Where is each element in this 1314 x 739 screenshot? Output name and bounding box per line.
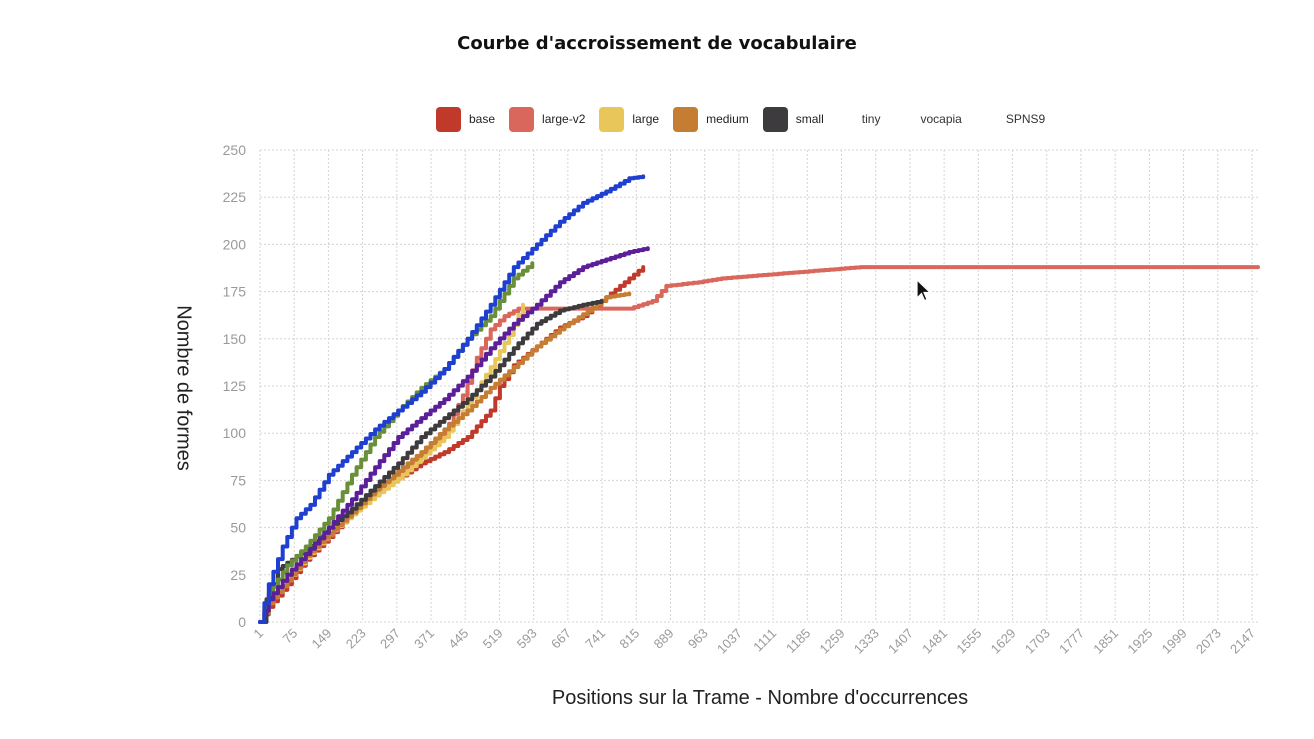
x-tick-label: 1999 <box>1159 626 1190 657</box>
legend-item-tiny[interactable]: tiny <box>862 112 881 126</box>
x-tick-label: 1407 <box>885 626 916 657</box>
x-tick-label: 1259 <box>817 626 848 657</box>
x-tick-label: 1555 <box>953 626 984 657</box>
x-tick-label: 1851 <box>1090 626 1121 657</box>
legend-label: tiny <box>861 112 881 126</box>
series-line-large-v2 <box>258 265 1260 624</box>
series-line-vocapia <box>258 246 650 624</box>
x-tick-label: 963 <box>685 626 711 652</box>
legend-label: base <box>469 112 496 126</box>
legend-swatch <box>436 106 461 132</box>
x-tick-label: 223 <box>343 626 369 652</box>
legend-item-base[interactable]: base <box>436 106 496 132</box>
x-axis-label: Positions sur la Trame - Nombre d'occurr… <box>551 687 969 709</box>
chart-title: Courbe d'accroissement de vocabulaire <box>457 33 857 54</box>
x-tick-label: 519 <box>480 626 506 652</box>
y-tick-label: 25 <box>230 567 246 583</box>
legend-label: SPNS9 <box>1005 112 1046 126</box>
y-axis-label: Nombre de formes <box>172 305 195 471</box>
y-tick-label: 100 <box>223 425 247 441</box>
series-line-base <box>258 265 646 624</box>
legend-label: small <box>795 112 824 126</box>
x-tick-label: 593 <box>514 626 540 652</box>
y-tick-label: 175 <box>223 284 247 300</box>
x-tick-label: 1037 <box>714 626 745 657</box>
legend-label: medium <box>706 112 749 126</box>
y-tick-label: 50 <box>230 520 246 536</box>
x-tick-label: 1111 <box>750 626 779 655</box>
mouse-cursor-icon <box>916 279 932 302</box>
x-tick-label: 1629 <box>988 626 1019 657</box>
y-tick-label: 150 <box>223 331 247 347</box>
x-tick-label: 1333 <box>851 626 882 657</box>
x-tick-label: 149 <box>309 626 335 652</box>
legend-swatch <box>509 106 535 132</box>
legend-item-large-v2[interactable]: large-v2 <box>509 106 586 132</box>
x-tick-label: 741 <box>582 626 608 652</box>
x-tick-label: 815 <box>616 626 642 652</box>
x-tick-label: 371 <box>411 626 437 652</box>
y-tick-label: 250 <box>223 142 247 158</box>
x-tick-label: 1185 <box>783 626 813 656</box>
series-line-medium <box>258 291 632 624</box>
series-line-spns9 <box>258 174 646 624</box>
x-tick-label: 889 <box>651 626 677 652</box>
legend-item-large[interactable]: large <box>599 106 660 132</box>
legend-swatch <box>673 106 699 132</box>
legend-item-small[interactable]: small <box>762 106 824 132</box>
legend-swatch <box>762 106 788 132</box>
x-tick-label: 445 <box>445 626 471 652</box>
x-tick-label: 2147 <box>1227 626 1258 657</box>
x-tick-label: 1481 <box>919 626 950 657</box>
legend-label: large-v2 <box>542 112 586 126</box>
y-tick-label: 75 <box>230 472 246 488</box>
legend-swatch <box>599 106 625 132</box>
x-tick-label: 1777 <box>1056 626 1087 657</box>
legend-item-medium[interactable]: medium <box>673 106 749 132</box>
y-tick-label: 200 <box>223 236 247 252</box>
series-line-large <box>258 302 525 624</box>
x-tick-label: 297 <box>377 626 403 652</box>
y-tick-label: 125 <box>223 378 247 394</box>
x-tick-label: 2073 <box>1193 626 1224 657</box>
y-tick-label: 225 <box>223 189 247 205</box>
x-tick-label: 1 <box>250 626 266 642</box>
legend-label: vocapia <box>920 112 962 126</box>
y-tick-label: 0 <box>238 614 246 630</box>
x-tick-label: 667 <box>548 626 574 652</box>
x-tick-label: 75 <box>279 626 300 647</box>
legend-item-spns9[interactable]: SPNS9 <box>1006 112 1045 126</box>
legend-label: large <box>632 112 660 126</box>
legend-item-vocapia[interactable]: vocapia <box>920 112 961 126</box>
x-tick-label: 1703 <box>1022 626 1053 657</box>
x-tick-label: 1925 <box>1124 626 1155 657</box>
chart-legend: base large-v2 large medium small tiny vo… <box>436 106 1059 132</box>
